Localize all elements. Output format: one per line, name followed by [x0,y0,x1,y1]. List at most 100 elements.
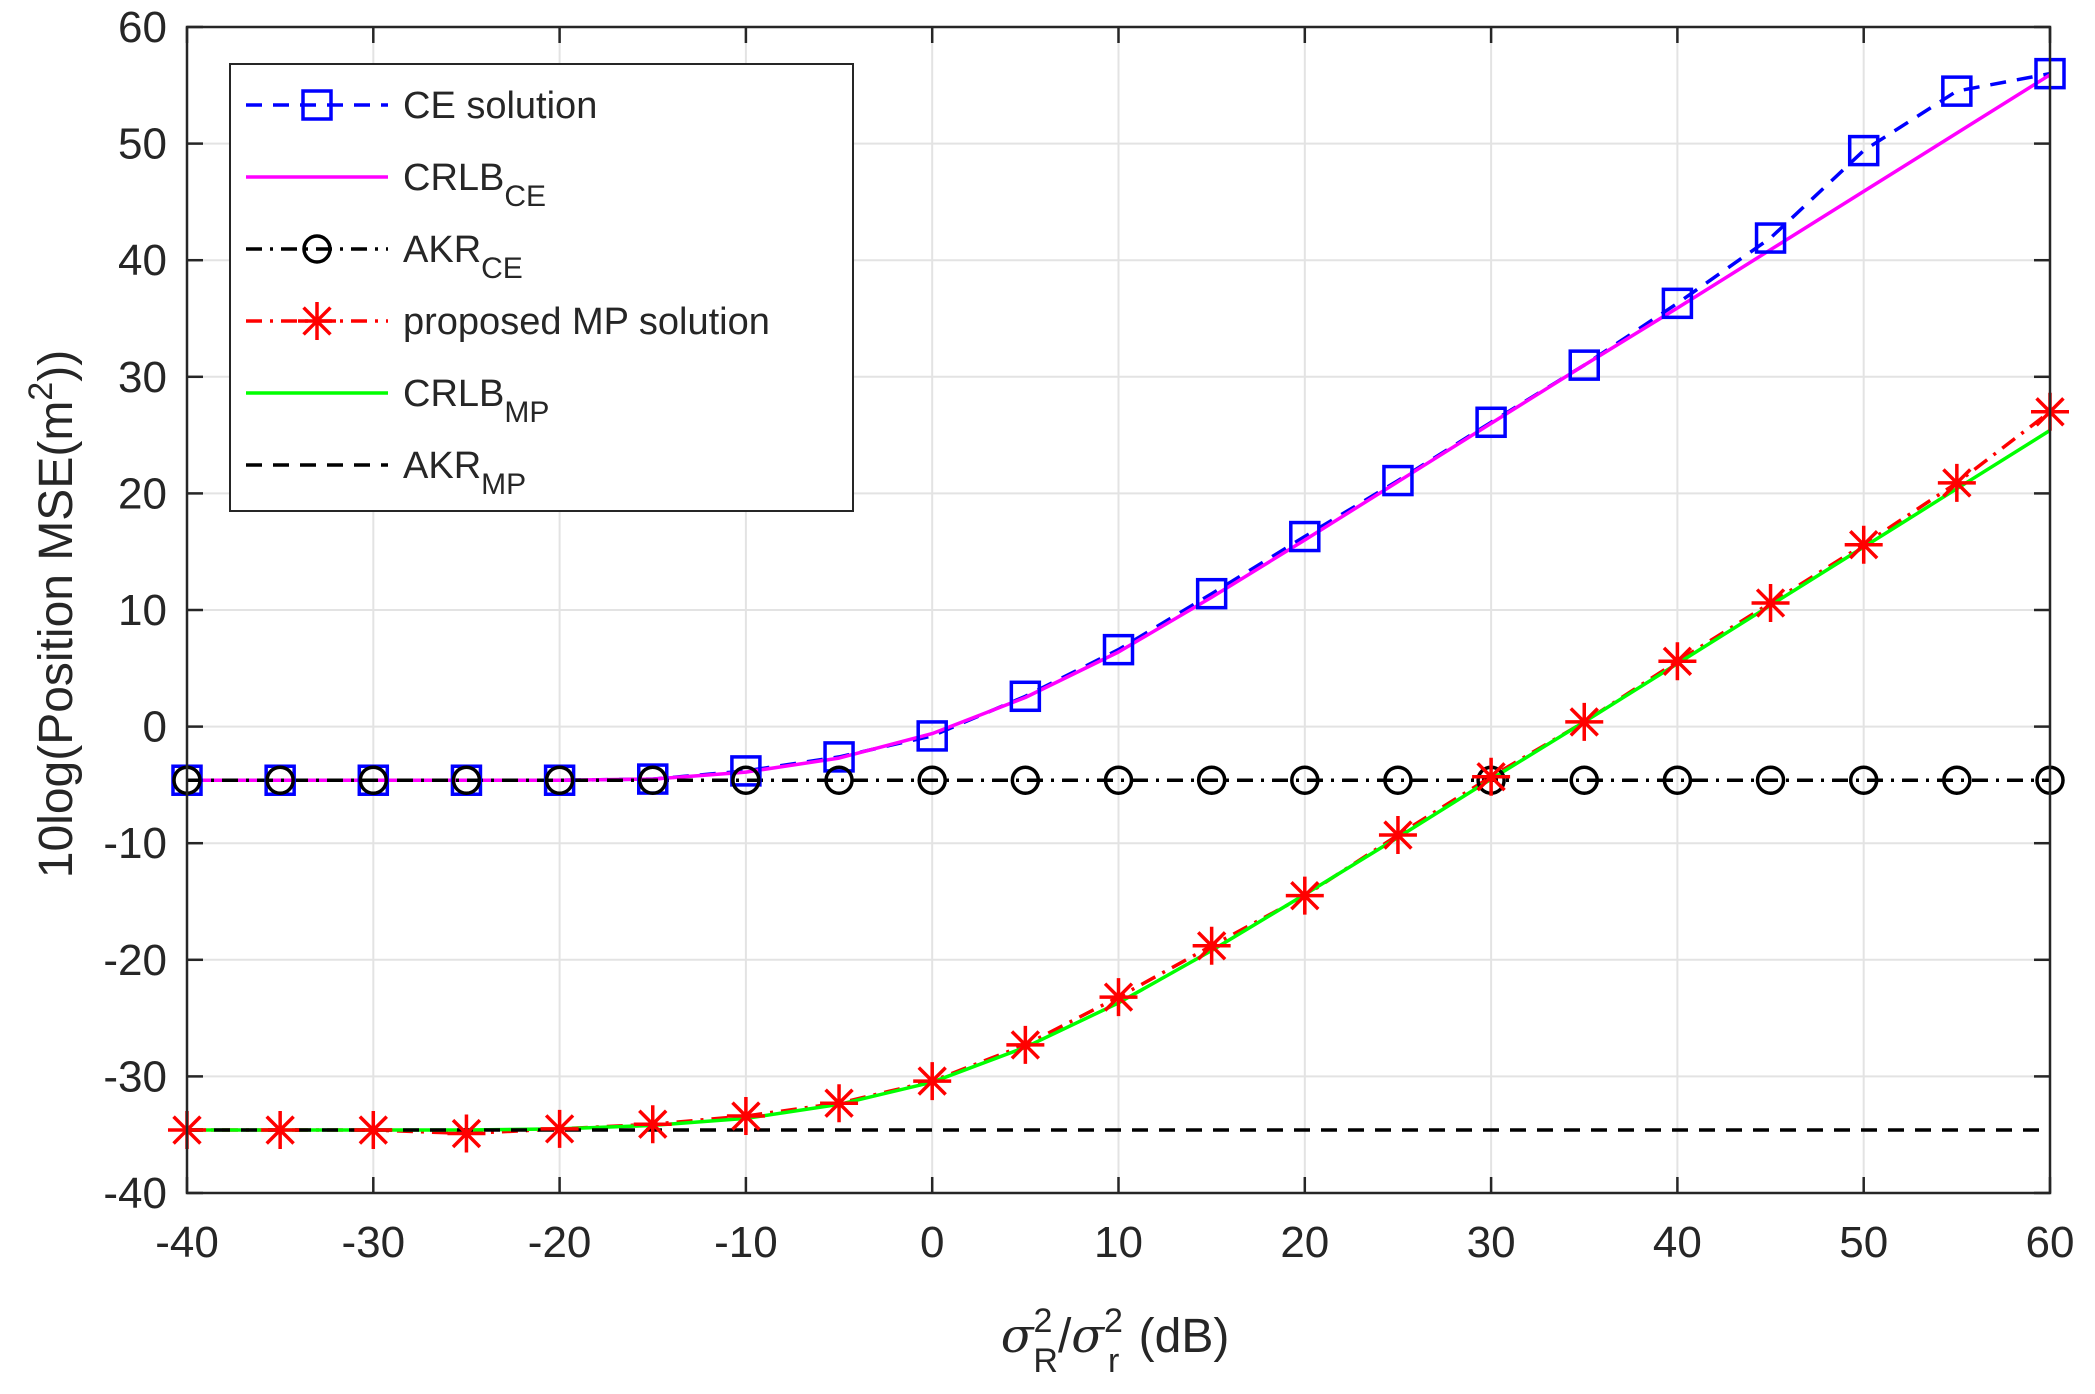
data-point-akr-ce [1383,765,1413,795]
data-point-akr-ce [1569,765,1599,795]
data-point-proposed-mp-solution [540,1109,579,1148]
x-label-slash: / [1058,1310,1072,1363]
y-tick-label: -40 [103,1169,167,1218]
data-point-proposed-mp-solution [1751,584,1790,623]
y-label-end: )) [30,350,83,382]
legend-label-crlb-ce: CRLBCE [403,157,546,213]
legend-label-sub: CE [481,252,523,285]
x-tick-label: 10 [1094,1218,1143,1267]
x-label-sub-1: R [1033,1342,1058,1380]
x-label-sup-1: 2 [1033,1302,1052,1340]
data-point-ce-solution [1568,349,1600,381]
data-point-proposed-mp-solution [1378,816,1417,855]
data-point-akr-ce [824,765,854,795]
legend-box [229,63,854,512]
x-label-unit: (dB) [1125,1310,1229,1363]
data-point-proposed-mp-solution [1192,926,1231,965]
y-tick-label: 10 [118,586,167,635]
data-point-akr-ce [451,765,482,795]
legend-label-sub: MP [504,396,549,429]
data-point-akr-ce [1196,765,1227,795]
data-point-ce-solution [1847,134,1880,167]
data-point-akr-ce [1942,765,1972,795]
data-point-ce-solution [1661,287,1694,320]
series-line-crlb-ce [187,73,2051,782]
y-tick-label: -20 [103,936,167,985]
data-point-ce-solution [1475,406,1507,439]
y-axis-label: 10log(Position MSE(m2)) [22,350,83,878]
x-tick-label: 30 [1467,1218,1516,1267]
x-tick-label: 20 [1280,1218,1329,1267]
legend-label-main: CRLB [403,373,504,415]
data-point-ce-solution [1382,464,1414,497]
legend-marker-proposed-mp-solution [298,302,336,340]
axis-ticks: -40 -30 -20 -10 0 10 20 30 40 50 60 -40 -30 -20 -10 0 10… [103,3,2074,1267]
x-label-sup-2: 2 [1104,1302,1123,1340]
y-tick-label: 20 [118,469,167,518]
legend-label-proposed-mp-solution: proposed MP solution [403,301,770,343]
data-point-akr-ce [917,765,947,795]
data-point-akr-ce [638,765,668,795]
legend-label-sub: MP [481,468,526,501]
data-point-proposed-mp-solution [633,1105,672,1144]
data-point-proposed-mp-solution [1006,1025,1045,1064]
data-point-ce-solution [1289,520,1321,553]
data-point-proposed-mp-solution [1658,642,1697,681]
data-point-proposed-mp-solution [726,1097,765,1136]
legend-label-sub: CE [504,180,546,213]
y-tick-label: 60 [118,3,167,52]
legend-label-main: AKR [403,229,481,271]
x-tick-label: -30 [342,1218,406,1267]
legend-marker-ce-solution [301,89,333,121]
data-point-proposed-mp-solution [1285,876,1324,915]
y-tick-label: -30 [103,1052,167,1101]
data-point-proposed-mp-solution [261,1111,300,1150]
data-point-proposed-mp-solution [447,1114,486,1153]
data-point-ce-solution [823,741,855,773]
y-label-main: 10log(Position MSE(m [30,401,83,879]
y-tick-label: 50 [118,120,167,169]
legend-label-crlb-mp: CRLBMP [403,373,549,429]
x-tick-label: 50 [1839,1218,1888,1267]
data-point-akr-ce [1103,765,1134,795]
x-tick-label: 0 [920,1218,944,1267]
data-point-ce-solution [730,755,762,787]
data-point-ce-solution [916,720,948,752]
legend-label-ce-solution: CE solution [403,85,597,127]
legend-label-akr-mp: AKRMP [403,445,526,501]
data-point-proposed-mp-solution [820,1084,859,1123]
data-point-proposed-mp-solution [1099,978,1138,1017]
legend-marker-akr-ce [302,234,332,264]
data-point-ce-solution [1941,75,1973,107]
x-label-sigma-2: σ [1071,1308,1105,1364]
y-tick-label: 30 [118,353,167,402]
data-point-ce-solution [1754,222,1787,254]
x-axis-label: σ2 R/σ2 r (dB) [1001,1302,1230,1380]
data-point-ce-solution [1009,680,1042,713]
data-point-ce-solution [1102,633,1135,666]
legend-label-main: CE solution [403,85,597,127]
y-tick-label: 40 [118,236,167,285]
data-point-akr-ce [1662,765,1693,795]
data-point-akr-ce [731,765,761,795]
y-tick-label: 0 [143,703,167,752]
x-label-sigma-1: σ [1001,1308,1035,1364]
data-point-akr-ce [1010,765,1041,795]
x-tick-label: 40 [1653,1218,1702,1267]
data-point-akr-ce [265,765,295,795]
x-tick-label: 60 [2026,1218,2075,1267]
legend-label-akr-ce: AKRCE [403,229,523,285]
legend-label-main: CRLB [403,157,504,199]
data-point-ce-solution [1195,577,1228,610]
x-label-sub-2: r [1108,1342,1119,1380]
data-point-proposed-mp-solution [1937,463,1976,502]
x-tick-label: -40 [155,1218,219,1267]
data-point-proposed-mp-solution [1472,757,1511,796]
data-point-akr-ce [1848,765,1879,795]
x-tick-label: -10 [714,1218,778,1267]
y-label-sup: 2 [22,382,60,401]
data-point-akr-ce [544,765,575,795]
data-point-akr-ce [358,765,389,795]
